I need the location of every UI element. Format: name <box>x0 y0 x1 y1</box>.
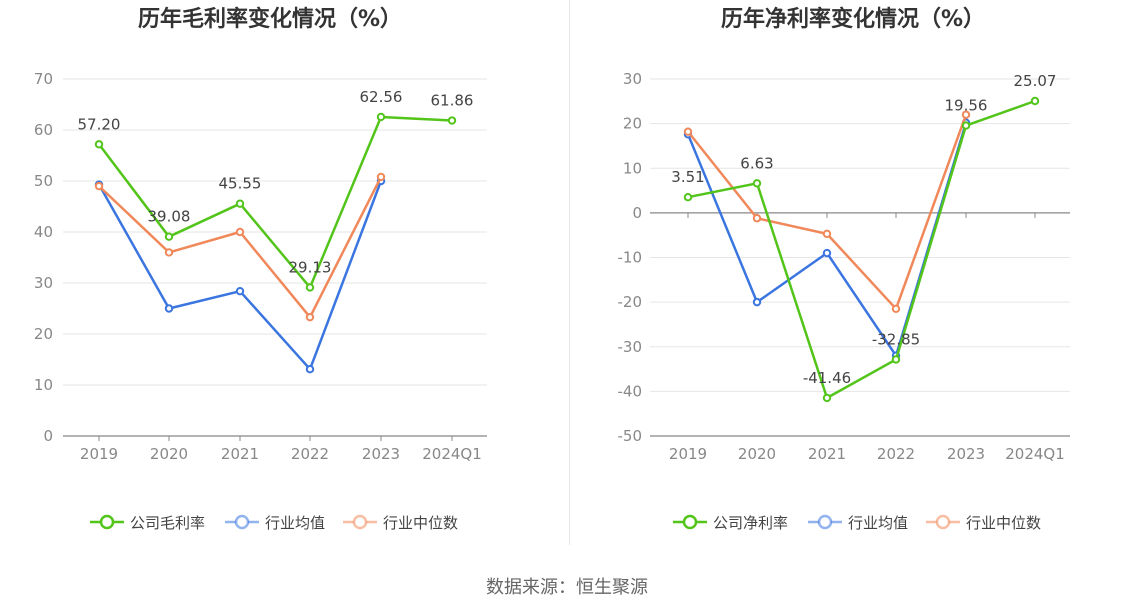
data-label: 25.07 <box>1014 72 1057 90</box>
y-tick-label: 0 <box>43 427 53 445</box>
data-point <box>94 140 104 149</box>
data-label: -32.85 <box>872 330 920 348</box>
data-point <box>376 112 386 122</box>
legend-label: 公司净利率 <box>713 514 788 532</box>
y-tick-label: 20 <box>34 325 53 343</box>
data-point <box>235 227 245 237</box>
x-tick-label: 2023 <box>362 445 400 463</box>
y-tick-label: 40 <box>34 223 53 241</box>
y-tick-label: 30 <box>623 70 642 88</box>
x-tick-label: 2024Q1 <box>1005 445 1065 463</box>
y-tick-label: 60 <box>34 121 53 139</box>
data-point <box>94 181 104 191</box>
chart-title: 历年净利率变化情况（%） <box>721 6 985 32</box>
series-line-0 <box>687 99 1036 400</box>
data-point <box>961 121 971 130</box>
legend-label: 行业均值 <box>265 514 325 532</box>
y-tick-label: 30 <box>34 274 53 292</box>
data-point <box>164 248 174 257</box>
data-point <box>683 193 693 202</box>
y-tick-label: 70 <box>34 70 53 88</box>
x-tick-label: 2022 <box>877 445 915 463</box>
data-label: 3.51 <box>671 168 704 186</box>
y-tick-label: 10 <box>34 376 53 394</box>
data-point <box>164 304 174 313</box>
data-point <box>447 116 457 125</box>
y-tick-label: -40 <box>618 382 643 400</box>
legend-label: 公司毛利率 <box>130 514 205 532</box>
legend-marker <box>817 514 833 530</box>
data-label: 29.13 <box>289 258 332 276</box>
net-margin-chart: 历年净利率变化情况（%） -50 -40 -30 -20 -10 0 10 20 30 2019 20… <box>618 6 1070 532</box>
data-point <box>752 214 762 223</box>
data-label: 57.20 <box>78 115 121 133</box>
data-point <box>752 179 762 188</box>
x-tick-label: 2021 <box>808 445 846 463</box>
data-label: 61.86 <box>431 92 474 110</box>
x-tick-label: 2020 <box>150 445 188 463</box>
series-line-2 <box>687 114 968 311</box>
legend-marker <box>352 514 368 530</box>
x-tick-label: 2019 <box>80 445 118 463</box>
data-point <box>305 283 315 292</box>
data-point <box>891 304 901 314</box>
data-point <box>376 172 386 182</box>
chart-title: 历年毛利率变化情况（%） <box>138 6 402 32</box>
y-tick-label: -30 <box>618 338 643 356</box>
series-line-0 <box>98 115 453 289</box>
data-point <box>822 393 832 403</box>
legend-label: 行业均值 <box>848 514 908 532</box>
y-tick-label: 50 <box>34 172 53 190</box>
x-tick-label: 2024Q1 <box>422 445 482 463</box>
legend-marker <box>234 514 250 530</box>
x-tick-label: 2021 <box>221 445 259 463</box>
x-tick-label: 2019 <box>669 445 707 463</box>
y-tick-label: -50 <box>618 427 643 445</box>
x-tick-label: 2023 <box>947 445 985 463</box>
data-label: 19.56 <box>945 97 988 115</box>
data-label: 62.56 <box>360 88 403 106</box>
legend-label: 行业中位数 <box>966 514 1041 532</box>
series-line-1 <box>686 122 968 357</box>
data-point <box>305 364 315 374</box>
data-point <box>752 297 762 307</box>
data-point <box>822 229 832 239</box>
legend-marker <box>682 514 698 530</box>
gross-margin-chart: 历年毛利率变化情况（%） 0 10 20 30 40 50 60 70 2019 2020 2021 2… <box>34 6 487 532</box>
data-point <box>235 199 245 208</box>
x-tick-label: 2022 <box>291 445 329 463</box>
data-point <box>164 232 174 241</box>
data-point <box>235 286 245 296</box>
data-point <box>305 312 315 322</box>
y-tick-label: -10 <box>618 249 643 267</box>
x-tick-label: 2020 <box>738 445 776 463</box>
data-point <box>961 110 971 119</box>
legend-label: 行业中位数 <box>383 514 458 532</box>
data-point <box>683 127 693 136</box>
data-source: 数据来源：恒生聚源 <box>486 577 648 598</box>
data-label: 45.55 <box>219 175 262 193</box>
y-tick-label: -20 <box>618 293 643 311</box>
data-label: 6.63 <box>740 154 773 172</box>
chart-divider <box>569 0 570 545</box>
y-tick-label: 0 <box>632 204 642 222</box>
data-point <box>891 355 901 364</box>
y-tick-label: 10 <box>623 159 642 177</box>
data-label: 39.08 <box>148 208 191 226</box>
legend-marker <box>99 514 115 530</box>
series-line-1 <box>97 180 383 371</box>
data-point <box>822 248 832 258</box>
y-tick-label: 20 <box>623 115 642 133</box>
legend-marker <box>935 514 951 530</box>
data-point <box>1030 96 1040 106</box>
data-label: -41.46 <box>803 369 851 387</box>
